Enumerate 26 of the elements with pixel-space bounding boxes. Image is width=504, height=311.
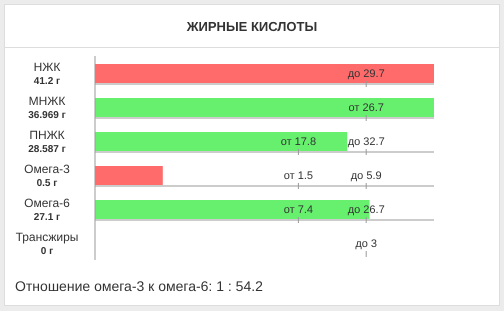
bar: [95, 132, 348, 151]
y-tick-label: НЖК: [34, 60, 60, 74]
annotation: от 26.7: [348, 102, 384, 114]
bar: [95, 98, 434, 117]
annotation: от 7.4: [284, 204, 314, 216]
text: 41.2 г: [34, 76, 60, 87]
text: 36.969 г: [28, 110, 66, 121]
annotation: до 29.7: [348, 68, 385, 80]
text: Отношение омега-3 к омега-6: 1 : 54.2: [15, 278, 263, 294]
annotation: до 32.7: [348, 136, 385, 148]
y-tick-label: МНЖК: [28, 94, 66, 108]
bar: [95, 64, 434, 83]
text: 27.1 г: [34, 212, 60, 223]
y-tick-label: ПНЖК: [29, 128, 65, 142]
annotation: до 5.9: [350, 170, 382, 182]
annotation: от 17.8: [280, 136, 316, 148]
bar: [95, 166, 163, 185]
y-tick-label: Трансжиры: [16, 230, 78, 244]
text: 0 г: [40, 246, 54, 257]
y-tick-label: Омега-6: [24, 196, 70, 210]
text: 0.5 г: [36, 178, 58, 189]
annotation: от 1.5: [284, 170, 314, 182]
y-tick-label: Омега-3: [24, 162, 70, 176]
annotation: до 3: [355, 238, 378, 250]
chart-title: ЖИРНЫЕ КИСЛОТЫ: [5, 5, 499, 48]
text: 28.587 г: [28, 144, 66, 155]
